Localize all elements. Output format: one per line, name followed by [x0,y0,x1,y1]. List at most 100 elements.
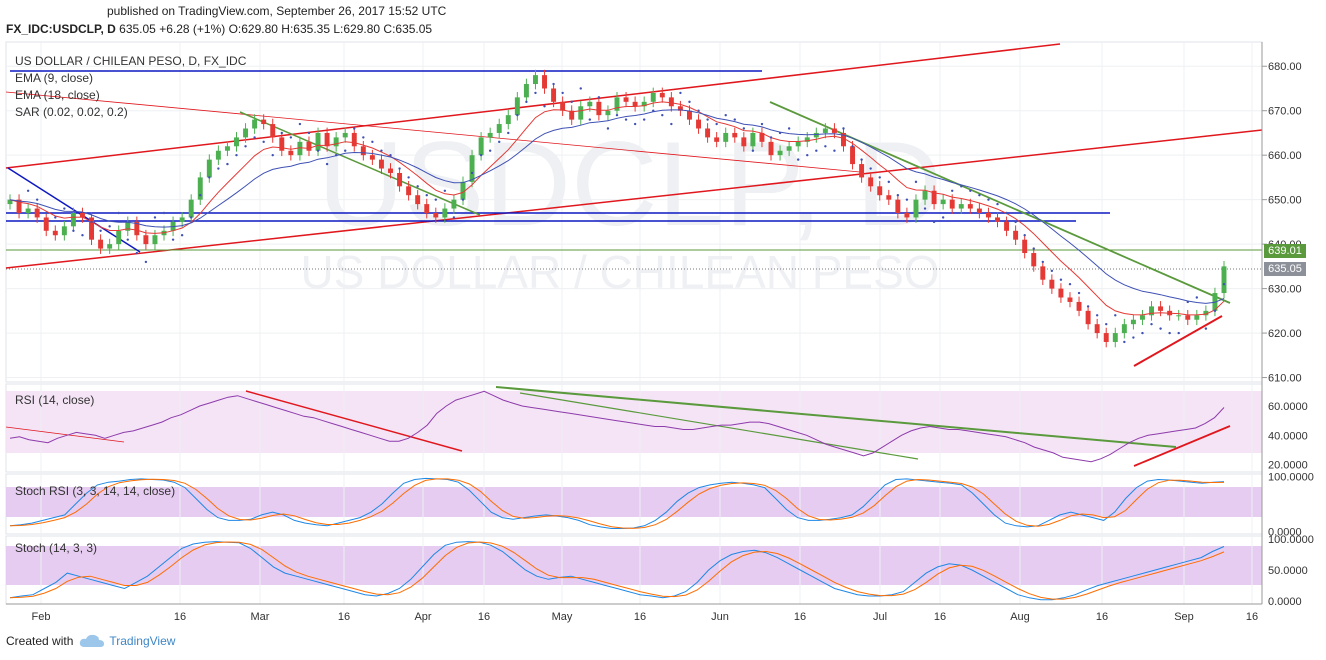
candle-body [261,119,267,125]
sar-dot [1186,300,1189,304]
candle-body [1194,315,1200,320]
candle-body [134,221,140,236]
ema18-line [9,109,1225,304]
candle-body [895,199,901,213]
candle-body [34,208,40,218]
sar-dot [26,189,30,192]
channel-lower-red [5,129,1263,269]
sar-dot [35,198,39,201]
rsi-red-downtrend [245,390,463,452]
sar-dot [126,238,129,241]
close-label: C: [383,22,396,36]
candle-body [369,155,375,160]
candle-body [777,150,783,156]
axes-group: Feb 16 Mar 16 Apr 16 May 16 Jun 16 Jul 16 Aug 16 Sep 16… [6,42,1302,623]
candle-body [61,226,67,236]
sar-dot [1222,282,1226,286]
sar-dot [434,198,438,201]
candle-body [940,199,946,205]
sar-dot [642,118,646,121]
candle-body [868,177,874,187]
candle-body [152,235,158,245]
candle-body [795,141,801,147]
published-note: published on TradingView.com, September … [107,4,447,18]
sar-dot [516,113,519,117]
sar-dot [307,131,311,135]
high-value: 635.35 [293,22,330,36]
tradingview-logo-link[interactable]: TradingView [79,634,175,648]
candle-body [179,217,185,222]
stoch-y-tick-label: 50.0000 [1268,565,1308,577]
x-tick-label: Feb [32,611,51,623]
sar-dot [452,216,456,219]
stoch-d-line [9,541,1225,600]
rsi-green-short [519,392,919,460]
candle-body [451,199,457,209]
sar-dot [733,118,736,121]
candle-body [1158,306,1164,311]
sar-dot [824,145,827,148]
sar-dot [298,122,302,126]
sar-dot [362,136,365,139]
candle-body [315,132,321,151]
sar-dot [1014,220,1017,224]
candle-body [107,244,113,249]
candle-body [1103,333,1109,342]
candle-body [578,106,584,120]
created-with-label: Created with [6,634,74,648]
candle-body [958,204,964,209]
stochrsi-k-line [9,477,1225,529]
candle-body [1022,239,1028,254]
candle-body [886,195,892,200]
candle-body [587,101,593,107]
sar-dot [63,207,66,210]
sar-dot [1114,314,1117,317]
candle-body [523,84,529,98]
sar-dot [1032,247,1035,250]
x-tick-label: 16 [174,611,186,623]
symbol-header: FX_IDC:USDCLP, D 635.05 +6.28 (+1%) O:62… [6,22,432,36]
candle-body [822,128,828,133]
sar-dot [887,180,890,184]
close-value: 635.05 [395,22,433,36]
legend-stochrsi: Stoch RSI (3, 3, 14, 14, close) [15,484,176,498]
x-tick-label: May [552,611,573,623]
candle-body [1121,324,1127,334]
sar-dot [353,127,356,130]
x-tick-label: Jul [873,611,887,623]
footer: Created with TradingView [6,634,175,648]
sar-dot [1213,309,1217,313]
sar-dot [996,202,999,206]
sar-dot [380,149,383,152]
candle-body [98,239,104,249]
sar-dot [1141,331,1144,335]
candle-body [89,217,95,240]
sar-dot [787,127,791,130]
candle-body [478,137,484,156]
sar-dot [389,153,392,157]
candle-body [732,132,738,138]
sar-dot [244,145,247,148]
sar-dot [806,153,809,157]
candle-body [922,190,928,200]
candle-body [351,132,357,147]
sar-dot [507,131,510,135]
candle-body [569,110,575,120]
candle-body [687,110,692,120]
sar-dot [443,189,447,192]
sar-dot [715,122,718,126]
candle-body [1049,279,1055,289]
low-label: L: [333,22,344,36]
watermark-description: US DOLLAR / CHILEAN PESO [300,246,939,298]
sar-dot [325,162,329,166]
sar-dot [99,229,102,232]
candle-body [360,146,366,156]
candle-body [1013,230,1019,240]
candle-body [1185,315,1191,320]
last-price: 635.05 [119,22,156,36]
candle-body [297,141,303,156]
resistance-price-label: 639.01 [1264,244,1306,258]
candle-body [333,137,339,147]
sar-dot [1204,327,1208,330]
